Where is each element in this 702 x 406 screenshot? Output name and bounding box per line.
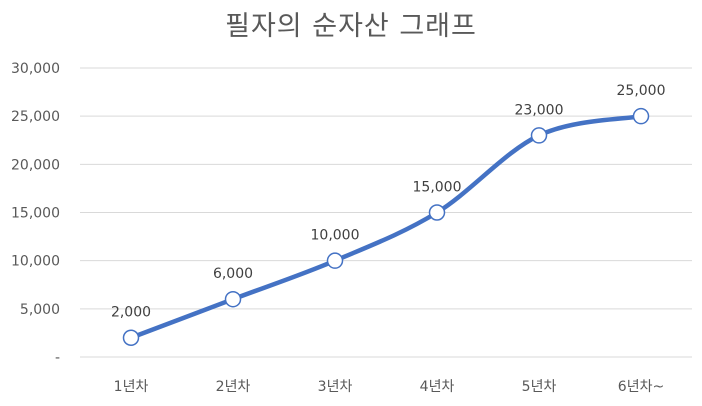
y-tick-label: 20,000	[11, 157, 60, 173]
y-tick-label: -	[55, 350, 60, 366]
data-label: 23,000	[515, 102, 564, 118]
x-tick-label: 1년차	[114, 379, 149, 395]
x-tick-label: 4년차	[420, 379, 455, 395]
y-tick-label: 25,000	[11, 109, 60, 125]
data-point	[122, 329, 140, 346]
y-tick-label: 5,000	[20, 302, 60, 318]
x-tick-label: 6년차~	[618, 379, 664, 395]
data-point	[632, 107, 650, 125]
x-tick-label: 5년차	[522, 379, 557, 395]
data-point	[224, 290, 242, 308]
y-tick-label: 15,000	[11, 206, 60, 222]
data-label: 2,000	[111, 305, 151, 321]
data-label: 15,000	[413, 180, 462, 196]
data-point	[530, 127, 548, 144]
data-label: 6,000	[213, 266, 253, 282]
x-tick-label: 3년차	[318, 379, 353, 395]
y-tick-label: 10,000	[11, 254, 60, 270]
x-tick-label: 2년차	[216, 379, 251, 395]
data-point	[326, 252, 344, 269]
data-point	[428, 204, 446, 221]
data-label: 25,000	[617, 83, 666, 99]
y-tick-label: 30,000	[11, 61, 60, 77]
data-label: 10,000	[311, 228, 360, 244]
series-line	[128, 113, 644, 340]
chart-title: 필자의 순자산 그래프	[225, 11, 477, 42]
